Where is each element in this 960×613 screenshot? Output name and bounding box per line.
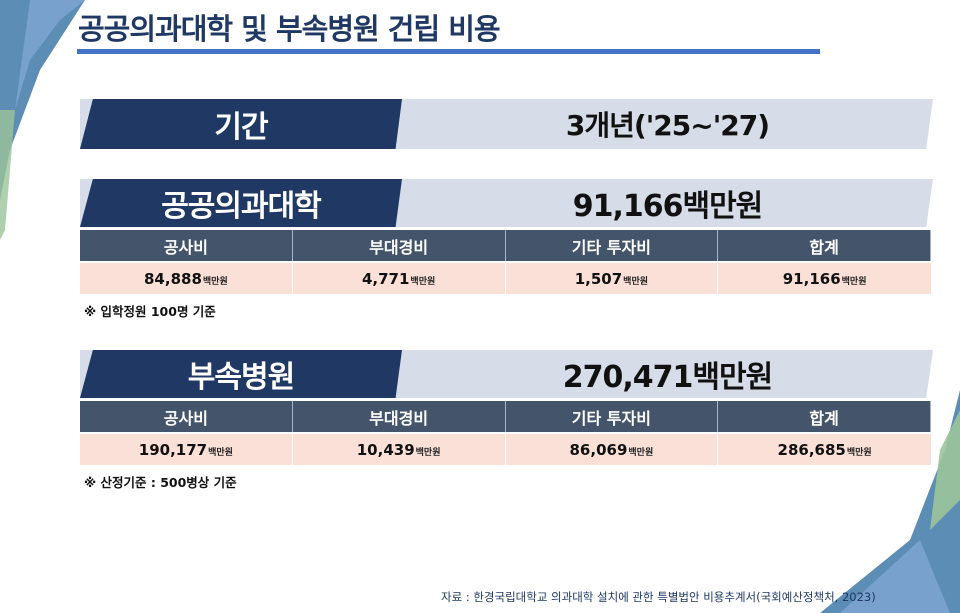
source-citation: 자료 : 한경국립대학교 의과대학 설치에 관한 특별법안 비용추계서(국회예산… [441, 590, 876, 604]
column-header: 기타 투자비 [505, 230, 719, 261]
title-underline [77, 49, 820, 54]
cell-value: 190,177 [138, 441, 208, 459]
college-cost-table: 공사비 부대경비 기타 투자비 합계 84,888 백만원 4,771 백만원 1,… [80, 230, 931, 294]
table-cell: 1,507 백만원 [505, 263, 719, 294]
cell-unit: 백만원 [415, 448, 441, 458]
table-cell: 286,685 백만원 [718, 434, 931, 465]
hospital-label: 부속병원 [187, 360, 295, 395]
column-header: 합계 [718, 401, 931, 432]
period-band: 기간 3개년('25~'27) [80, 99, 933, 149]
cell-unit: 백만원 [841, 277, 867, 287]
table-cell: 4,771 백만원 [292, 263, 506, 294]
column-header: 합계 [718, 230, 931, 261]
period-value: 3개년('25~'27) [565, 109, 770, 142]
hospital-total: 270,471백만원 [562, 360, 773, 395]
cell-value: 84,888 [144, 270, 202, 288]
band-label-shape [80, 179, 402, 227]
cell-value: 10,439 [356, 441, 415, 459]
page-title: 공공의과대학 및 부속병원 건립 비용 [78, 12, 501, 46]
cell-value: 91,166 [782, 270, 841, 288]
period-label: 기간 [214, 110, 268, 145]
table-cell: 10,439 백만원 [292, 434, 506, 465]
cell-unit: 백만원 [846, 448, 872, 458]
column-header: 부대경비 [292, 230, 506, 261]
column-header: 기타 투자비 [505, 401, 719, 432]
cell-unit: 백만원 [410, 277, 436, 287]
table-cell: 86,069 백만원 [505, 434, 719, 465]
college-note: ※ 입학정원 100명 기준 [84, 304, 216, 319]
table-cell: 190,177 백만원 [80, 434, 293, 465]
band-label-shape [80, 99, 402, 149]
column-header: 공사비 [80, 230, 293, 261]
college-band: 공공의과대학 91,166백만원 [80, 179, 933, 227]
hospital-band: 부속병원 270,471백만원 [80, 350, 933, 398]
cell-value: 286,685 [777, 441, 846, 459]
cell-unit: 백만원 [623, 277, 649, 287]
college-label: 공공의과대학 [161, 189, 322, 224]
table-cell: 91,166 백만원 [718, 263, 931, 294]
column-header: 공사비 [80, 401, 293, 432]
cell-unit: 백만원 [208, 448, 233, 458]
band-label-shape [80, 350, 402, 398]
cell-unit: 백만원 [202, 277, 228, 287]
column-header: 부대경비 [292, 401, 506, 432]
college-total: 91,166백만원 [572, 189, 764, 224]
table-cell: 84,888 백만원 [80, 263, 293, 294]
cell-value: 86,069 [569, 441, 628, 459]
hospital-cost-table: 공사비 부대경비 기타 투자비 합계 190,177 백만원 10,439 백만원 … [80, 401, 931, 465]
cell-unit: 백만원 [628, 448, 654, 458]
cell-value: 4,771 [361, 270, 410, 288]
hospital-note: ※ 산정기준 : 500병상 기준 [84, 475, 237, 490]
cell-value: 1,507 [574, 270, 623, 288]
